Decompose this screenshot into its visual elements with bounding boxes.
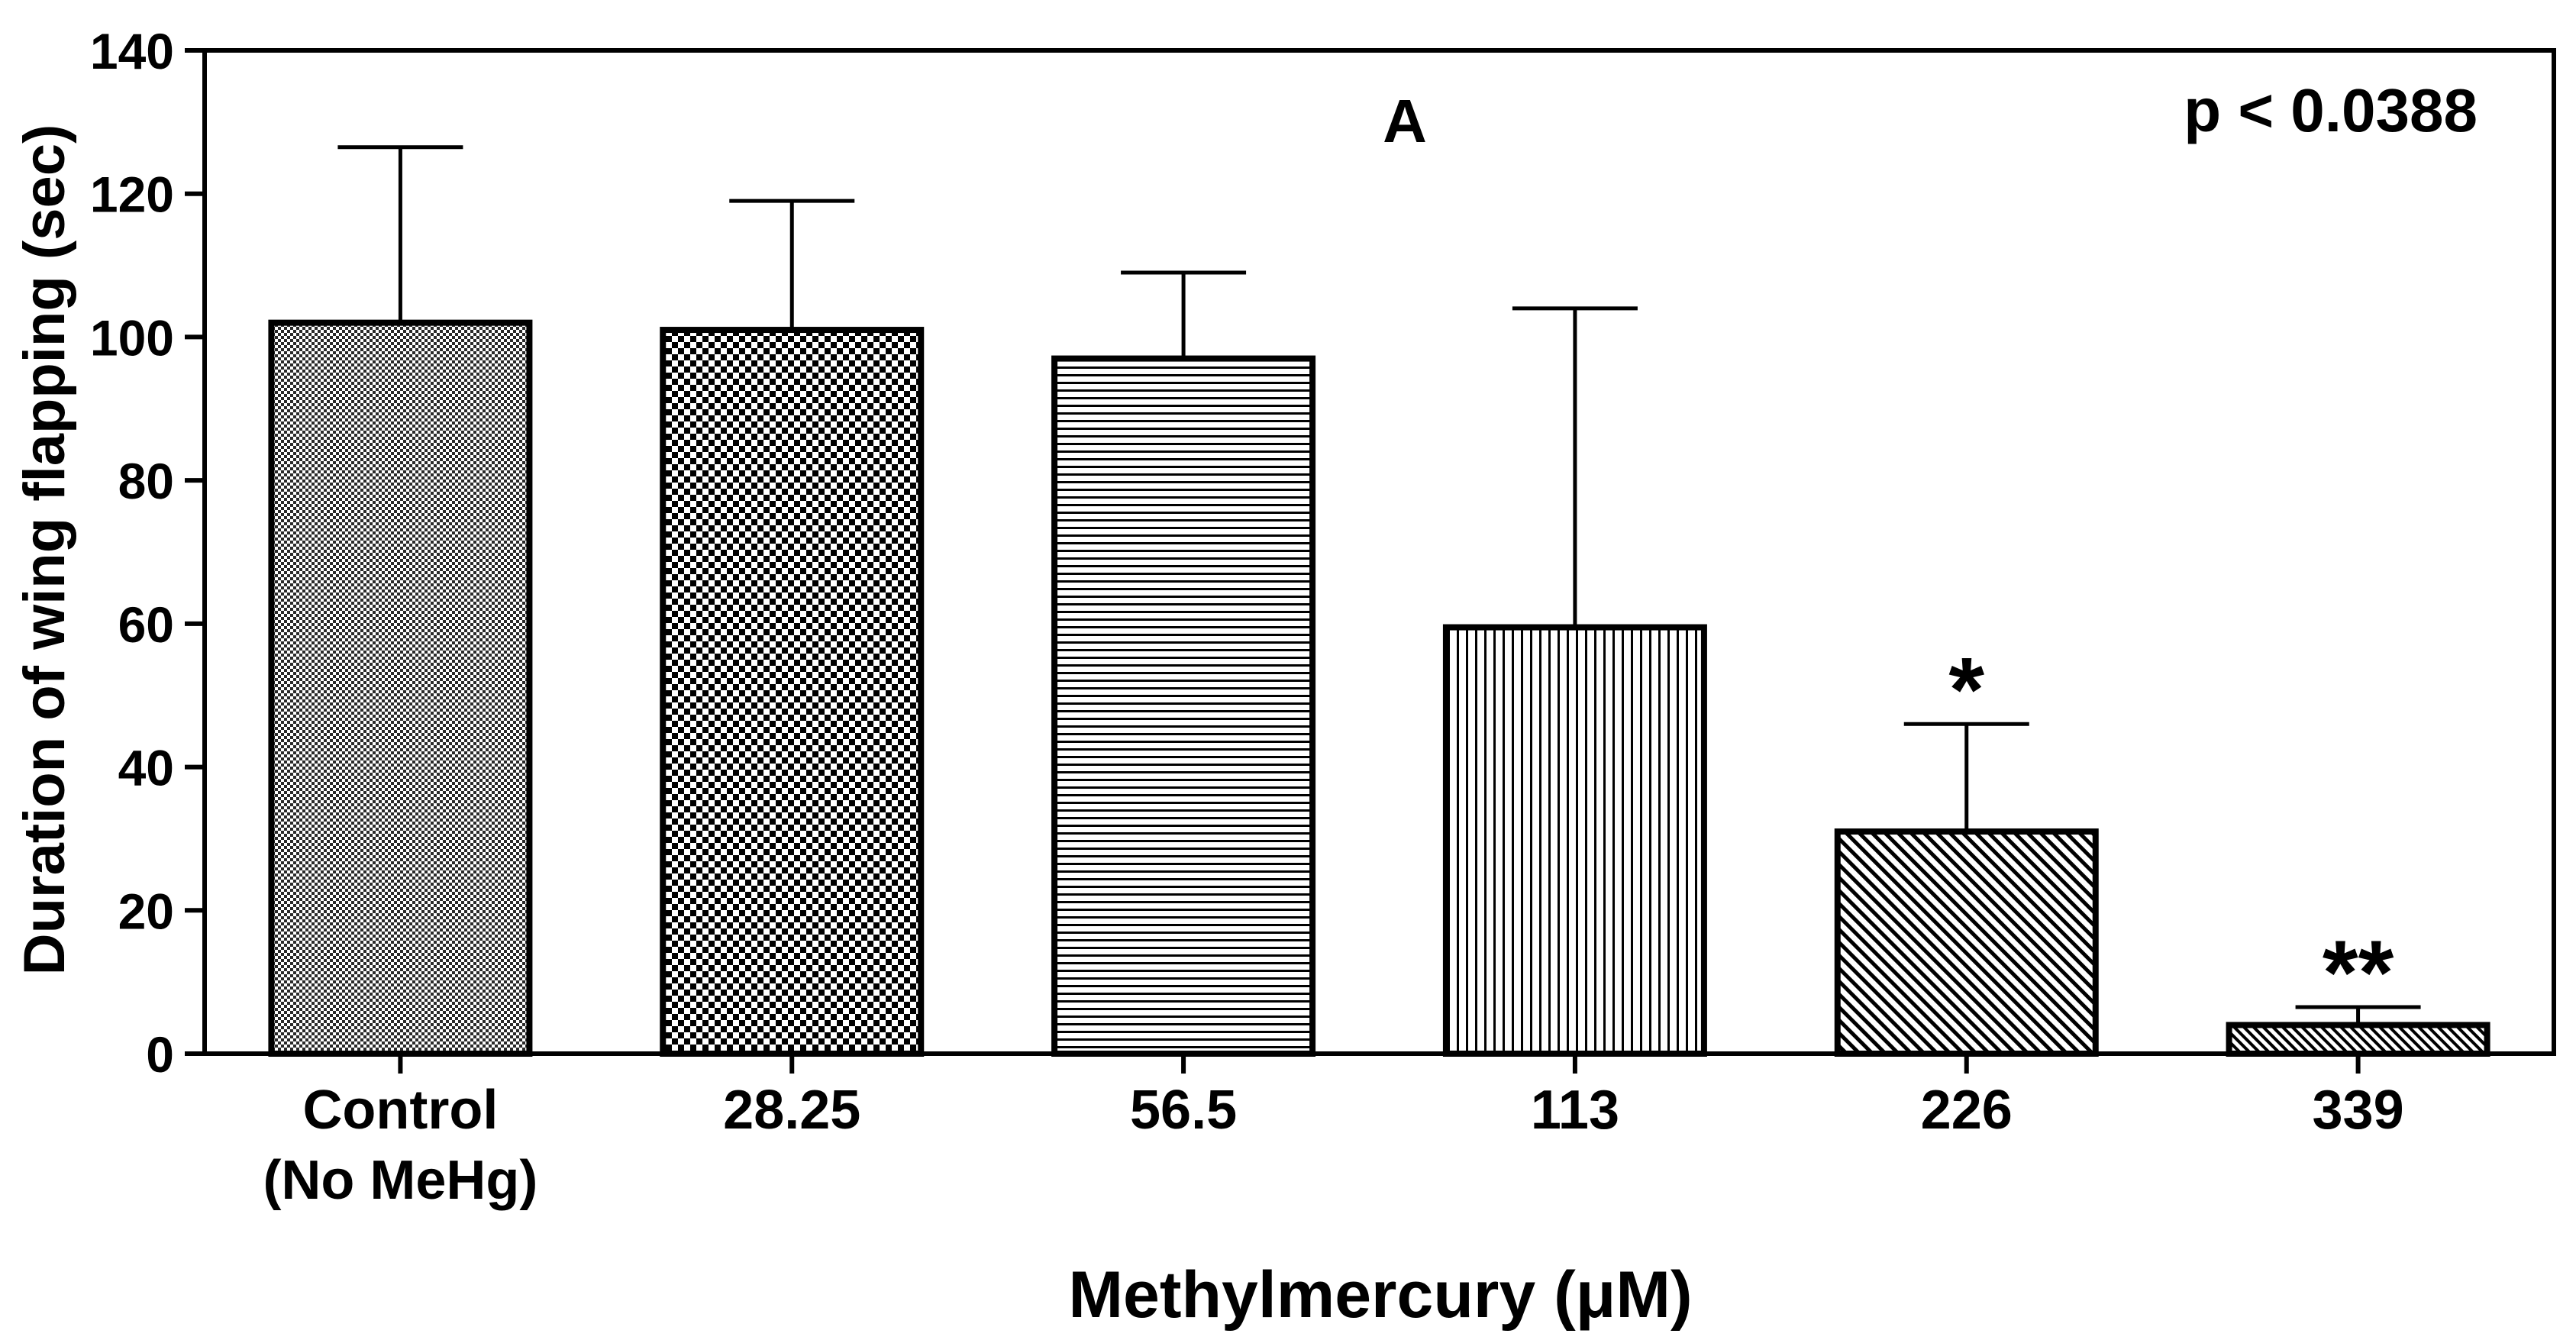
significance-marker: * [1948,638,1984,741]
bar [2226,1022,2490,1057]
x-tick-label: 339 [2313,1080,2404,1141]
x-tick-label: Control [302,1080,498,1141]
y-axis: 0 20 40 60 80 100 120 140 [90,23,205,1083]
y-tick-label: 100 [90,309,174,366]
bar [1051,355,1316,1057]
bar [1442,624,1707,1057]
y-tick-label: 80 [118,453,174,509]
x-tick-label: 28.25 [723,1080,860,1141]
x-tick-label: 226 [1921,1080,2013,1141]
bars [268,319,2490,1057]
y-tick-label: 40 [118,740,174,796]
x-tick-label-line2: (No MeHg) [263,1150,537,1211]
x-axis: Control (No MeHg) 28.25 56.5 113 226 339 [263,1054,2404,1211]
panel-label: A [1383,87,1427,155]
error-bars: *** [337,145,2421,1025]
y-axis-title: Duration of wing flapping (sec) [12,124,77,976]
significance-marker: ** [2323,922,2394,1024]
x-axis-title: Methylmercury (μM) [1068,1258,1692,1332]
y-tick-label: 0 [146,1026,174,1083]
y-tick-label: 120 [90,166,174,223]
plot-frame [202,48,2556,1056]
x-tick-label: 56.5 [1130,1080,1237,1141]
bar [268,319,533,1057]
p-value-annotation: p < 0.0388 [2184,76,2478,144]
y-tick-label: 20 [118,883,174,939]
bar [1834,828,2099,1057]
y-tick-label: 60 [118,596,174,653]
bar [660,327,925,1057]
y-tick-label: 140 [90,23,174,79]
x-tick-label: 113 [1531,1080,1619,1141]
